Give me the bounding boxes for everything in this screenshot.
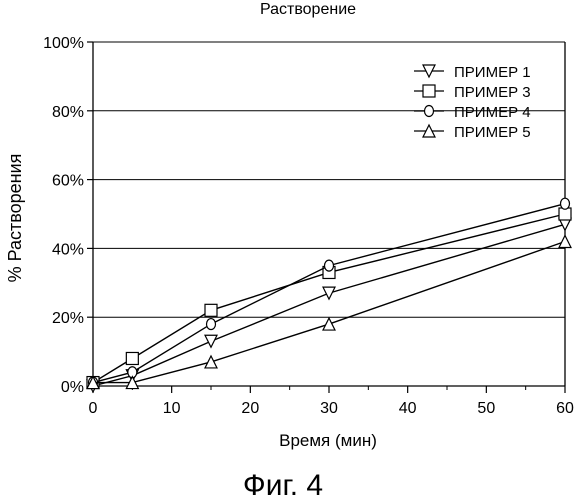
legend-item: ПРИМЕР 5 — [414, 124, 531, 141]
x-tick-label: 20 — [241, 400, 259, 417]
legend-label: ПРИМЕР 4 — [454, 104, 531, 121]
data-point — [205, 304, 217, 316]
x-tick-label: 30 — [320, 400, 338, 417]
x-tick-label: 10 — [163, 400, 181, 417]
y-axis-label: % Растворения — [5, 154, 25, 283]
legend-label: ПРИМЕР 5 — [454, 124, 531, 141]
series-1 — [87, 218, 571, 392]
figure-caption: Фиг. 4 — [243, 469, 323, 500]
legend-item: ПРИМЕР 4 — [414, 104, 531, 121]
series-4 — [87, 236, 571, 389]
chart-title: Растворение — [260, 1, 356, 18]
data-point — [325, 260, 334, 271]
y-tick-label: 40% — [52, 241, 84, 258]
x-axis-label: Время (мин) — [279, 431, 377, 450]
x-tick-label: 40 — [399, 400, 417, 417]
x-tick-label: 50 — [477, 400, 495, 417]
legend: ПРИМЕР 1 ПРИМЕР 3 ПРИМЕР 4 ПРИМЕР 5 — [414, 64, 531, 141]
data-point — [323, 318, 335, 330]
y-tick-label: 100% — [43, 35, 84, 52]
legend-marker — [423, 85, 435, 97]
y-tick-label: 60% — [52, 173, 84, 190]
data-point — [559, 236, 571, 248]
data-point — [126, 352, 138, 364]
data-point — [559, 208, 571, 220]
data-point — [205, 335, 217, 347]
legend-item: ПРИМЕР 1 — [414, 64, 531, 81]
legend-marker — [425, 106, 434, 117]
legend-label: ПРИМЕР 1 — [454, 64, 531, 81]
data-point — [207, 319, 216, 330]
y-tick-label: 0% — [61, 379, 84, 396]
y-tick-label: 20% — [52, 310, 84, 327]
series — [87, 198, 571, 392]
data-point — [205, 356, 217, 368]
y-tick-label: 80% — [52, 104, 84, 121]
legend-label: ПРИМЕР 3 — [454, 84, 531, 101]
data-point — [561, 198, 570, 209]
data-point — [323, 287, 335, 299]
legend-item: ПРИМЕР 3 — [414, 84, 531, 101]
x-tick-label: 0 — [89, 400, 98, 417]
x-tick-label: 60 — [556, 400, 574, 417]
